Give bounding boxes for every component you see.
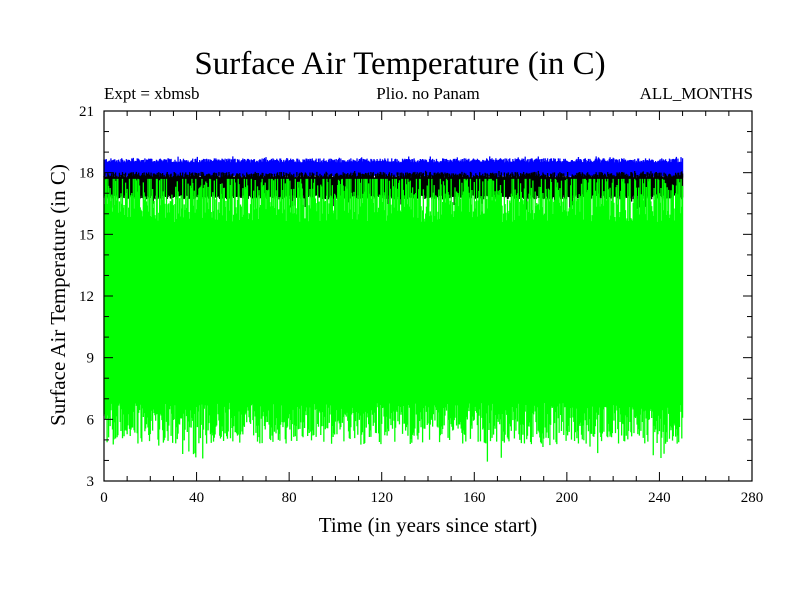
run-description: Plio. no Panam bbox=[376, 84, 480, 103]
y-tick-label: 15 bbox=[79, 227, 94, 243]
chart-title: Surface Air Temperature (in C) bbox=[194, 46, 606, 82]
months-label: ALL_MONTHS bbox=[639, 84, 753, 103]
x-tick-label: 240 bbox=[648, 490, 671, 506]
y-tick-label: 21 bbox=[79, 104, 94, 120]
x-tick-label: 80 bbox=[282, 490, 297, 506]
x-tick-label: 120 bbox=[370, 490, 393, 506]
x-tick-label: 280 bbox=[741, 490, 764, 506]
x-tick-label: 0 bbox=[100, 490, 108, 506]
y-axis-label: Surface Air Temperature (in C) bbox=[46, 164, 70, 426]
x-axis-label: Time (in years since start) bbox=[318, 513, 538, 537]
experiment-label: Expt = xbmsb bbox=[104, 84, 200, 103]
y-tick-label: 12 bbox=[79, 289, 94, 305]
x-tick-label: 160 bbox=[463, 490, 486, 506]
y-tick-label: 9 bbox=[87, 351, 95, 367]
y-tick-label: 3 bbox=[87, 474, 95, 490]
y-tick-label: 18 bbox=[79, 166, 94, 182]
y-tick-label: 6 bbox=[87, 412, 95, 428]
x-tick-label: 200 bbox=[556, 490, 579, 506]
x-tick-label: 40 bbox=[189, 490, 204, 506]
series-line-2 bbox=[103, 178, 684, 462]
